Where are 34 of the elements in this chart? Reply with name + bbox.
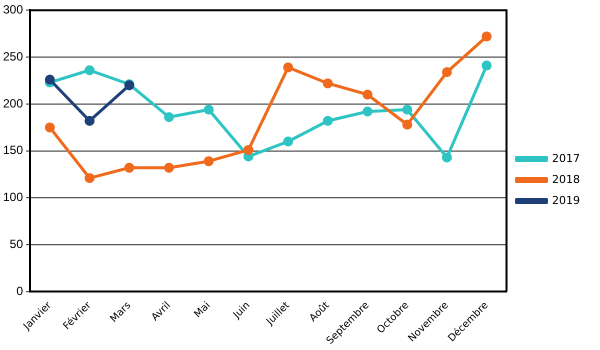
y-tick-label: 50 — [10, 237, 24, 251]
point — [164, 112, 174, 122]
point — [362, 90, 373, 100]
point — [243, 144, 254, 155]
legend-label: 2019 — [552, 194, 580, 207]
point — [322, 116, 333, 126]
legend-label: 2018 — [552, 172, 580, 186]
y-tick-label: 300 — [2, 2, 24, 17]
y-tick-label: 200 — [2, 96, 24, 110]
point — [84, 116, 95, 126]
point — [402, 120, 412, 130]
point — [164, 162, 174, 173]
point — [44, 74, 55, 85]
point — [482, 60, 492, 71]
point — [84, 173, 95, 184]
y-tick-label: 0 — [16, 284, 24, 298]
y-tick-label: 150 — [2, 143, 24, 158]
point — [124, 162, 134, 173]
point — [482, 31, 492, 42]
point — [442, 152, 452, 162]
point — [442, 67, 452, 78]
point — [283, 136, 294, 147]
point — [84, 65, 95, 76]
point — [283, 62, 294, 72]
point — [402, 104, 412, 115]
point — [204, 104, 214, 115]
legend-label: 2017 — [552, 152, 580, 165]
y-tick-label: 250 — [2, 49, 24, 64]
point — [204, 156, 214, 166]
point — [322, 78, 333, 88]
y-tick-label: 100 — [2, 190, 24, 204]
point — [362, 106, 373, 116]
point — [44, 122, 55, 132]
x-tick-label: Mai — [192, 300, 213, 320]
